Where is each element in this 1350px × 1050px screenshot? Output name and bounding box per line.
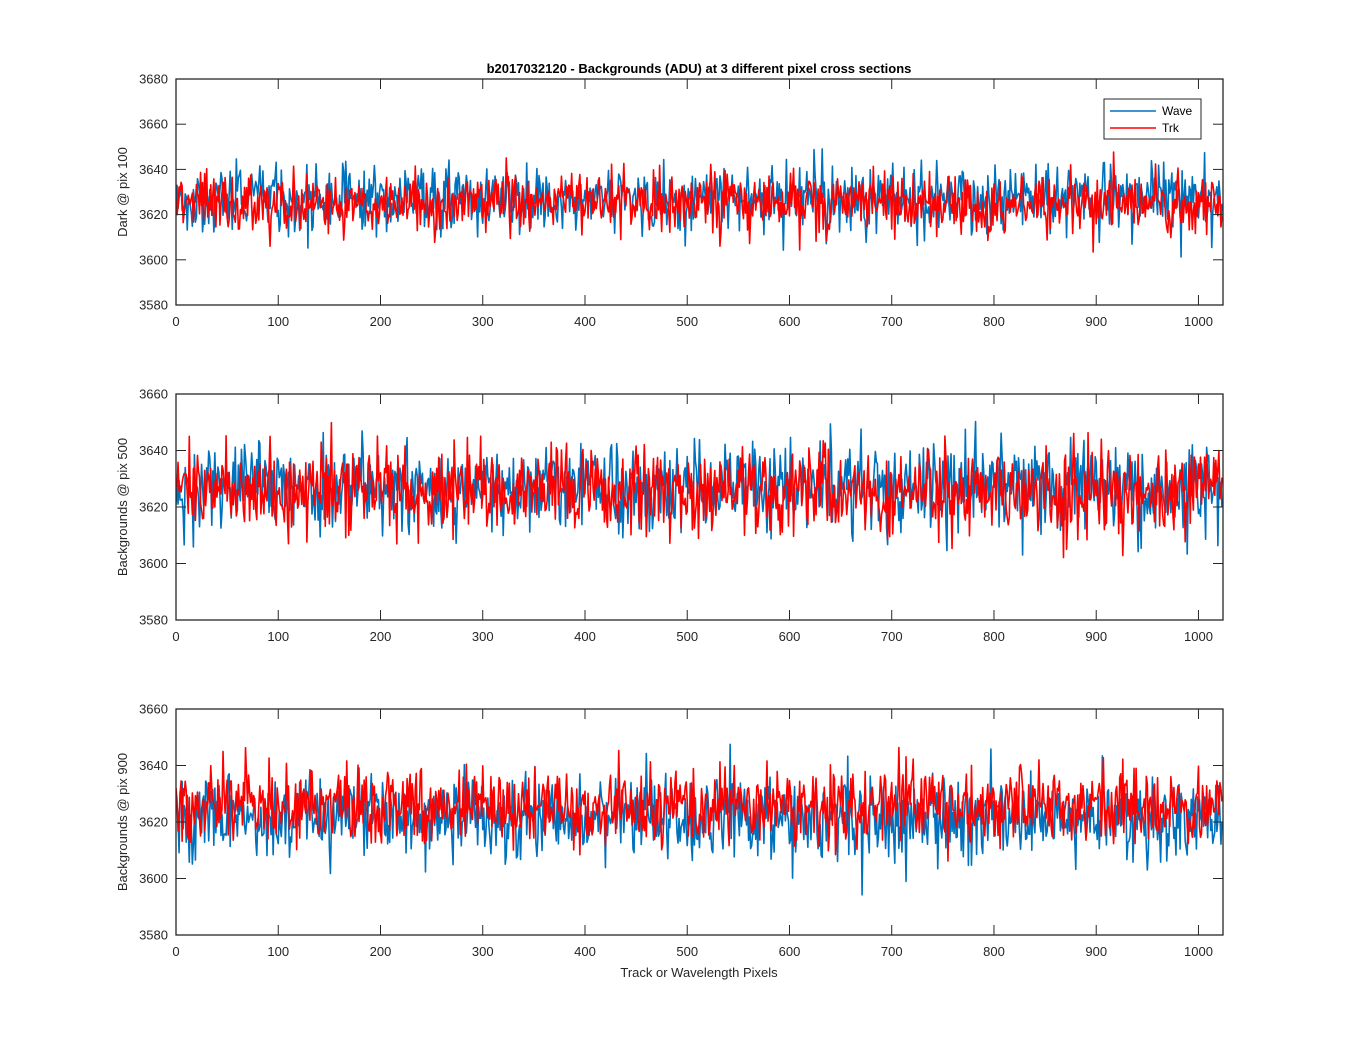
x-tick-label: 300 [472,314,494,329]
y-axis-label: Dark @ pix 100 [115,147,130,237]
x-tick-label: 800 [983,629,1005,644]
x-tick-label: 0 [172,314,179,329]
series-line-trk [176,746,1223,862]
subplot-2: 0 100 200 300 400 500 600 700 800 900 1000 3580 3600… [115,387,1224,644]
series-line-trk [176,151,1223,253]
x-tick-label: 100 [267,314,289,329]
subplot-panels: 0 100 200 300 400 500 600 700 800 900 100035803600… [115,72,1224,959]
x-tick-label: 300 [472,944,494,959]
x-tick-label: 200 [370,629,392,644]
x-tick-label: 400 [574,314,596,329]
x-tick-label: 900 [1085,944,1107,959]
y-tick-label: 3660 [139,117,168,132]
y-tick-label: 3640 [139,443,168,458]
legend-label-trk: Trk [1162,121,1180,135]
x-tick-label: 200 [370,944,392,959]
x-tick-label: 700 [881,629,903,644]
y-tick-label: 3600 [139,556,168,571]
y-tick-label: 3580 [139,928,168,943]
y-tick-label: 3620 [139,207,168,222]
x-tick-label: 0 [172,629,179,644]
x-tick-label: 700 [881,944,903,959]
y-tick-label: 3660 [139,702,168,717]
x-tick-label: 500 [676,629,698,644]
x-tick-label: 1000 [1184,944,1213,959]
axes-box [175,78,1224,306]
x-tick-label: 900 [1085,314,1107,329]
subplot-3: 0 100 200 300 400 500 600 700 800 900 1000 3580 3600… [115,702,1224,959]
x-tick-label: 0 [172,944,179,959]
y-tick-label: 3580 [139,613,168,628]
x-tick-label: 800 [983,944,1005,959]
x-tick-label: 200 [370,314,392,329]
y-axis-label: Backgrounds @ pix 900 [115,753,130,891]
x-axis-label: Track or Wavelength Pixels [620,965,778,980]
x-tick-label: 500 [676,944,698,959]
x-tick-label: 100 [267,944,289,959]
x-tick-label: 800 [983,314,1005,329]
y-tick-label: 3660 [139,387,168,402]
x-tick-label: 500 [676,314,698,329]
chart-title: b2017032120 - Backgrounds (ADU) at 3 dif… [487,61,912,76]
x-tick-label: 700 [881,314,903,329]
series-line-wave [176,743,1223,896]
y-tick-label: 3600 [139,252,168,267]
x-tick-label: 600 [779,629,801,644]
legend-label-wave: Wave [1162,104,1193,118]
x-tick-label: 300 [472,629,494,644]
x-tick-label: 400 [574,944,596,959]
x-tick-label: 1000 [1184,314,1213,329]
legend-box [1103,98,1202,140]
y-tick-label: 3680 [139,72,168,87]
x-tick-label: 600 [779,944,801,959]
x-tick-label: 100 [267,629,289,644]
x-tick-label: 900 [1085,629,1107,644]
y-tick-label: 3620 [139,815,168,830]
subplot-1: 0 100 200 300 400 500 600 700 800 900 1000 3580 3600… [115,72,1224,329]
series-line-trk [176,421,1223,559]
x-tick-label: 600 [779,314,801,329]
x-tick-label: 1000 [1184,629,1213,644]
y-axis-label: Backgrounds @ pix 500 [115,438,130,576]
y-tick-label: 3600 [139,871,168,886]
y-tick-label: 3620 [139,500,168,515]
y-tick-label: 3640 [139,758,168,773]
y-tick-label: 3640 [139,162,168,177]
legend: Wave Trk [1103,98,1202,140]
x-tick-label: 400 [574,629,596,644]
y-tick-label: 3580 [139,298,168,313]
